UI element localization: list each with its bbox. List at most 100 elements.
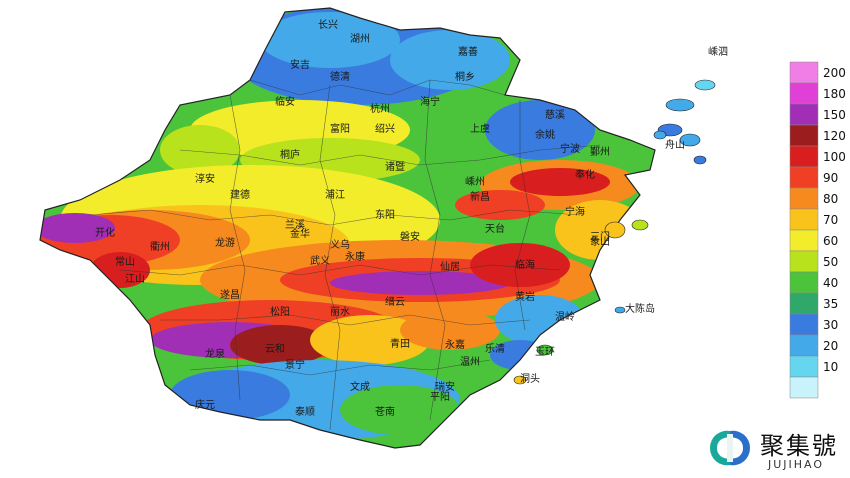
legend-swatch <box>789 229 819 252</box>
city-label: 鄞州 <box>590 145 610 158</box>
city-label: 安吉 <box>290 58 310 71</box>
city-label: 泰顺 <box>295 405 315 418</box>
legend-swatch <box>789 82 819 105</box>
legend-swatch <box>789 187 819 210</box>
city-label: 常山 <box>115 255 135 268</box>
city-label: 三门 <box>590 230 610 243</box>
city-label: 宁波 <box>560 142 580 155</box>
city-label: 乐清 <box>485 342 505 355</box>
city-label: 龙泉 <box>205 347 225 360</box>
city-label: 临海 <box>515 258 535 271</box>
county-boundaries <box>89 79 601 431</box>
city-label: 义乌 <box>330 238 350 251</box>
city-label: 平阳 <box>430 391 450 403</box>
city-label: 余姚 <box>535 128 555 141</box>
city-label: 建德 <box>230 188 250 201</box>
city-label: 永嘉 <box>445 338 465 351</box>
city-label: 黄岩 <box>515 290 535 303</box>
city-label: 松阳 <box>270 305 290 318</box>
city-label: 长兴 <box>318 19 338 31</box>
legend-swatch <box>789 124 819 147</box>
legend-swatch <box>789 208 819 231</box>
city-label: 天台 <box>485 222 505 235</box>
city-label: 淳安 <box>195 172 215 185</box>
city-label: 江山 <box>125 273 145 285</box>
city-label: 温岭 <box>555 310 575 323</box>
legend-label: 120 <box>823 129 846 143</box>
province-outline <box>39 7 656 449</box>
city-label: 奉化 <box>575 168 595 181</box>
city-label: 浦江 <box>325 188 345 201</box>
city-label: 桐乡 <box>455 70 475 83</box>
legend-swatch <box>789 166 819 189</box>
city-label: 新昌 <box>470 190 490 203</box>
legend-label: 180 <box>823 87 846 101</box>
city-label: 青田 <box>390 337 410 350</box>
legend-swatch <box>789 145 819 168</box>
city-label: 瑞安 <box>435 380 455 393</box>
legend-label: 40 <box>823 276 838 290</box>
city-label: 玉环 <box>535 347 555 358</box>
city-label: 大陈岛 <box>625 302 655 315</box>
legend-swatch <box>789 313 819 336</box>
legend-label: 50 <box>823 255 838 269</box>
legend-label: 35 <box>823 297 838 311</box>
legend-label: 100 <box>823 150 846 164</box>
city-label: 龙游 <box>215 236 235 249</box>
city-label: 海宁 <box>420 95 440 108</box>
city-label: 景宁 <box>285 358 305 371</box>
city-label: 舟山 <box>665 138 685 151</box>
city-label: 富阳 <box>330 122 350 135</box>
legend-swatch <box>789 334 819 357</box>
city-label: 嘉善 <box>458 45 478 58</box>
legend-swatch <box>789 271 819 294</box>
city-label: 宁海 <box>565 205 585 218</box>
city-label: 洞头 <box>520 373 540 385</box>
city-label: 遂昌 <box>220 288 240 301</box>
legend-swatch <box>789 250 819 273</box>
islands <box>513 79 716 385</box>
legend-label: 80 <box>823 192 838 206</box>
logo-name-en: JUJIHAO <box>768 458 825 471</box>
city-label: 庆元 <box>195 398 215 411</box>
city-label: 温州 <box>460 356 480 368</box>
jujihao-logo-icon <box>709 430 751 466</box>
city-label: 德清 <box>330 70 350 83</box>
city-label: 临安 <box>275 95 295 108</box>
legend-swatch <box>789 103 819 126</box>
city-label: 永康 <box>345 250 365 263</box>
city-label: 武义 <box>310 254 330 267</box>
city-label: 东阳 <box>375 208 395 221</box>
city-label: 杭州 <box>370 102 390 115</box>
city-label: 象山 <box>590 236 610 248</box>
city-label: 金华 <box>290 227 310 240</box>
legend-swatch <box>789 355 819 378</box>
legend-label: 30 <box>823 318 838 332</box>
city-label: 磐安 <box>400 230 420 243</box>
city-label: 慈溪 <box>545 108 565 121</box>
city-label: 丽水 <box>330 306 350 318</box>
legend-label: 200 <box>823 66 846 80</box>
legend-label: 70 <box>823 213 838 227</box>
legend-swatch <box>789 292 819 315</box>
city-label: 嵊州 <box>465 175 485 188</box>
city-label: 上虞 <box>470 122 490 135</box>
city-label: 嵊泗 <box>708 45 728 58</box>
city-label: 桐庐 <box>280 148 300 161</box>
city-label: 文成 <box>350 380 370 393</box>
city-label: 仙居 <box>440 260 460 273</box>
legend-label: 10 <box>823 360 838 374</box>
legend: 200 180 150 120 100 90 80 70 60 50 40 35 30 20 10 <box>789 61 846 399</box>
logo-name-cn: 聚集號 <box>760 432 838 460</box>
legend-label: 150 <box>823 108 846 122</box>
city-label: 苍南 <box>375 405 395 418</box>
city-label: 开化 <box>95 226 115 239</box>
city-label: 诸暨 <box>385 161 405 173</box>
legend-label: 20 <box>823 339 838 353</box>
legend-label: 90 <box>823 171 838 185</box>
city-label: 湖州 <box>350 33 370 45</box>
legend-label: 60 <box>823 234 838 248</box>
city-label: 绍兴 <box>375 122 395 135</box>
